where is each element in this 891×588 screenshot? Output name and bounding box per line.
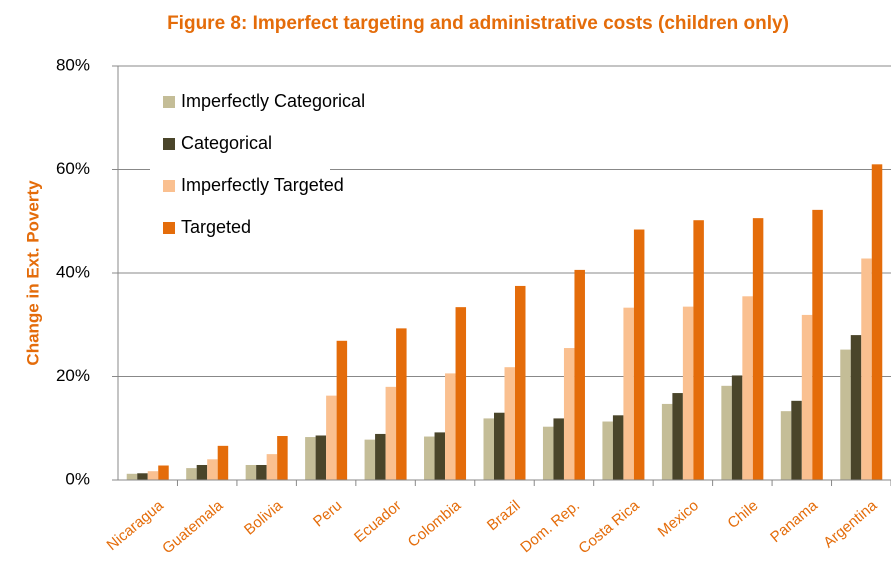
bar	[217, 445, 229, 480]
legend-swatch	[163, 138, 175, 150]
y-axis-label: Change in Ext. Poverty	[23, 180, 42, 366]
bar	[245, 464, 257, 480]
bar	[326, 395, 337, 480]
x-tick-label: Chile	[724, 497, 761, 532]
bar	[672, 393, 683, 480]
bar	[315, 435, 327, 480]
bar	[693, 220, 704, 480]
chart-title: Figure 8: Imperfect targeting and admini…	[167, 13, 789, 34]
bar	[424, 436, 435, 480]
bar	[196, 464, 208, 480]
bar	[147, 471, 159, 480]
bar	[633, 229, 645, 480]
x-tick-label: Costa Rica	[575, 497, 643, 558]
legend-box	[150, 82, 330, 242]
bar	[752, 218, 764, 480]
legend-swatch	[163, 180, 175, 192]
bar	[455, 307, 467, 480]
x-tick-label: Bolivia	[241, 497, 286, 539]
bar	[483, 418, 494, 480]
legend-label: Imperfectly Categorical	[181, 91, 365, 111]
bar	[731, 375, 743, 480]
bar	[623, 307, 634, 480]
y-tick-label: 80%	[56, 55, 90, 74]
bar	[158, 465, 169, 480]
bar	[602, 421, 613, 480]
bar	[207, 459, 218, 480]
y-tick-label: 60%	[56, 159, 90, 178]
bar	[801, 314, 813, 480]
y-tick-label: 0%	[65, 469, 90, 488]
bar	[137, 473, 148, 480]
x-tick-label: Mexico	[655, 497, 702, 541]
bar	[364, 439, 376, 480]
x-tick-label: Guatemala	[159, 497, 227, 558]
x-tick-label: Argentina	[820, 497, 881, 552]
x-tick-label: Colombia	[405, 497, 465, 551]
bar	[850, 335, 862, 480]
x-tick-label: Brazil	[484, 497, 524, 534]
bar	[126, 473, 138, 480]
bar	[661, 403, 673, 480]
bar	[612, 415, 624, 480]
bar	[305, 437, 316, 480]
bar	[742, 296, 753, 480]
bar	[840, 349, 851, 480]
y-tick-label: 20%	[56, 366, 90, 385]
bar	[791, 400, 802, 480]
legend-swatch	[163, 96, 175, 108]
bar	[504, 367, 515, 480]
x-tick-label: Dom. Rep.	[517, 497, 583, 556]
bar	[682, 306, 694, 480]
bar	[256, 464, 267, 480]
x-tick-label: Panama	[767, 497, 821, 546]
bar	[780, 411, 792, 480]
x-tick-label: Peru	[310, 497, 345, 530]
legend-label: Targeted	[181, 217, 251, 237]
legend-label: Categorical	[181, 133, 272, 153]
bar	[186, 468, 197, 480]
bar	[445, 373, 456, 480]
bar	[277, 436, 288, 480]
bar	[574, 269, 585, 480]
bar	[336, 340, 348, 480]
bar	[515, 285, 526, 480]
legend-label: Imperfectly Targeted	[181, 175, 344, 195]
bar	[385, 386, 397, 480]
bar	[563, 348, 575, 480]
bar	[553, 418, 564, 480]
bar	[396, 328, 407, 480]
bar	[542, 426, 554, 480]
bar	[861, 258, 872, 480]
x-tick-label: Ecuador	[351, 497, 405, 546]
bar	[434, 432, 446, 480]
bar	[375, 433, 386, 480]
x-tick-label: Nicaragua	[104, 497, 168, 554]
bar	[494, 412, 505, 480]
y-tick-label: 40%	[56, 262, 90, 281]
bar	[812, 209, 823, 481]
bar	[871, 164, 883, 480]
bar	[266, 454, 278, 480]
bar	[721, 385, 732, 480]
legend-swatch	[163, 222, 175, 234]
